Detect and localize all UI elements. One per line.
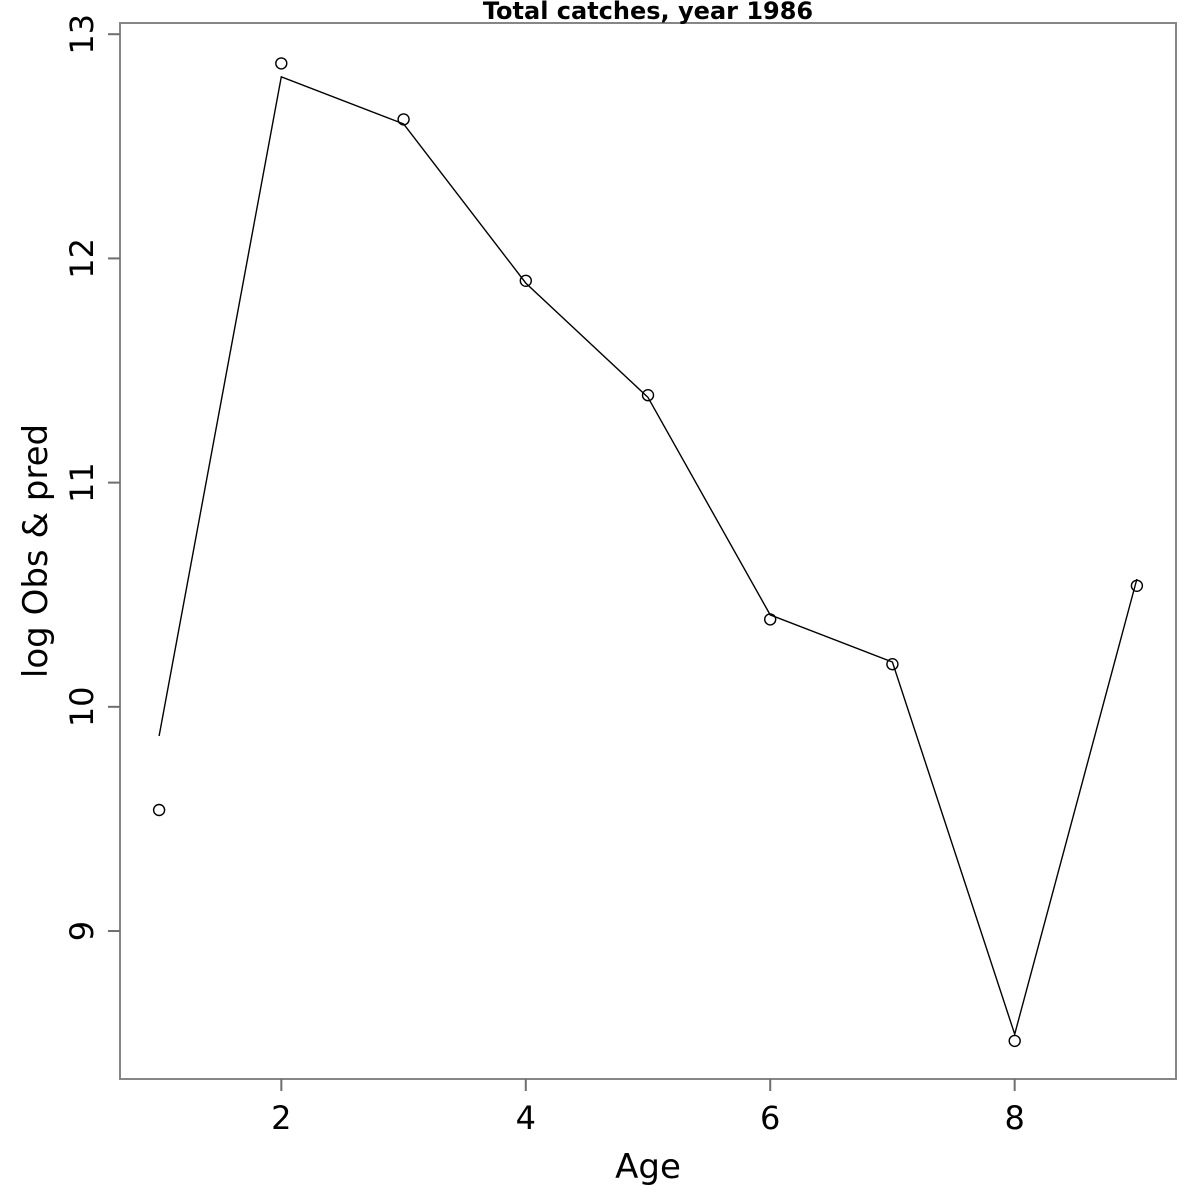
y-tick-label: 12 bbox=[63, 238, 101, 279]
x-tick-label: 4 bbox=[516, 1099, 536, 1137]
y-tick-label: 9 bbox=[63, 921, 101, 941]
plot-box bbox=[119, 22, 1177, 1080]
x-axis: 2 4 6 8 bbox=[271, 1079, 1025, 1137]
observed-point-marker bbox=[1008, 1034, 1021, 1048]
observed-point-series bbox=[152, 57, 1144, 1048]
predicted-line-series bbox=[158, 75, 1138, 1037]
predicted-polyline bbox=[158, 75, 1138, 1037]
x-tick-label: 2 bbox=[271, 1099, 291, 1137]
observed-point-marker bbox=[397, 113, 410, 126]
observed-point-marker bbox=[641, 389, 655, 402]
observed-point-marker bbox=[764, 613, 777, 626]
y-axis: 9 10 11 12 13 bbox=[63, 14, 120, 941]
x-tick-label: 6 bbox=[760, 1099, 780, 1137]
x-axis-label: Age bbox=[615, 1147, 681, 1187]
x-tick-label: 8 bbox=[1004, 1099, 1024, 1137]
y-tick-label: 11 bbox=[63, 462, 101, 503]
y-tick-label: 10 bbox=[63, 686, 101, 727]
observed-point-marker bbox=[519, 274, 532, 287]
y-tick-label: 13 bbox=[63, 14, 101, 55]
observed-point-marker bbox=[275, 57, 288, 70]
y-axis-label: log Obs & pred bbox=[16, 424, 56, 678]
observed-point-marker bbox=[152, 803, 166, 817]
chart-title: Total catches, year 1986 bbox=[483, 0, 813, 25]
observed-point-marker bbox=[1130, 579, 1144, 592]
observed-point-marker bbox=[886, 658, 899, 671]
